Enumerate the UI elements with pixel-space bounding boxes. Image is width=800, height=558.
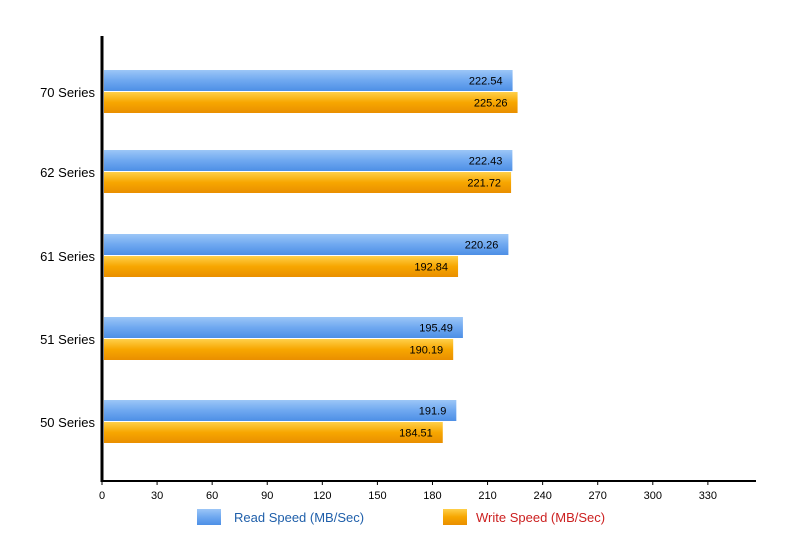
x-tick-label-120: 120 [313,490,331,502]
bar-50-series-read [104,400,457,421]
category-label-51-series: 51 Series [40,332,95,347]
data-label-50-series-write: 184.51 [399,428,433,440]
bar-70-series-write [104,92,518,113]
data-label-51-series-read: 195.49 [419,323,453,335]
bar-51-series-write [104,339,454,360]
data-label-61-series-read: 220.26 [465,240,499,252]
category-label-61-series: 61 Series [40,249,95,264]
legend-swatch-read [197,509,221,525]
category-label-50-series: 50 Series [40,415,95,430]
data-label-50-series-read: 191.9 [419,406,447,418]
bar-62-series-read [104,150,513,171]
data-label-70-series-read: 222.54 [469,76,503,88]
legend: Read Speed (MB/Sec) Write Speed (MB/Sec) [197,509,605,525]
bar-70-series-read [104,70,513,91]
x-tick-label-60: 60 [206,490,218,502]
x-tick-label-180: 180 [423,490,441,502]
x-tick-label-300: 300 [644,490,662,502]
x-tick-label-0: 0 [99,490,105,502]
data-label-62-series-write: 221.72 [467,178,501,190]
data-label-62-series-read: 222.43 [469,156,503,168]
x-tick-label-240: 240 [533,490,551,502]
x-tick-label-90: 90 [261,490,273,502]
bar-62-series-write [104,172,512,193]
x-tick-label-270: 270 [589,490,607,502]
bar-50-series-write [104,422,443,443]
category-label-70-series: 70 Series [40,85,95,100]
x-tick-label-210: 210 [478,490,496,502]
x-tick-label-330: 330 [699,490,717,502]
x-tick-label-30: 30 [151,490,163,502]
bar-61-series-write [104,256,459,277]
legend-item-write: Write Speed (MB/Sec) [443,509,605,525]
data-label-51-series-write: 190.19 [410,345,444,357]
bar-51-series-read [104,317,463,338]
x-tick-label-150: 150 [368,490,386,502]
legend-label-write: Write Speed (MB/Sec) [476,510,605,525]
category-label-62-series: 62 Series [40,165,95,180]
legend-label-read: Read Speed (MB/Sec) [234,510,364,525]
axis-layer: 70 Series 62 Series 61 Series 51 Series 50 S… [40,36,756,502]
legend-item-read: Read Speed (MB/Sec) [197,509,364,525]
data-label-70-series-write: 225.26 [474,98,508,110]
legend-swatch-write [443,509,467,525]
data-label-61-series-write: 192.84 [414,262,448,274]
bar-61-series-read [104,234,509,255]
bars-layer: 222.54 225.26 222.43 221.72 220.26 192.84 195.… [104,70,518,443]
